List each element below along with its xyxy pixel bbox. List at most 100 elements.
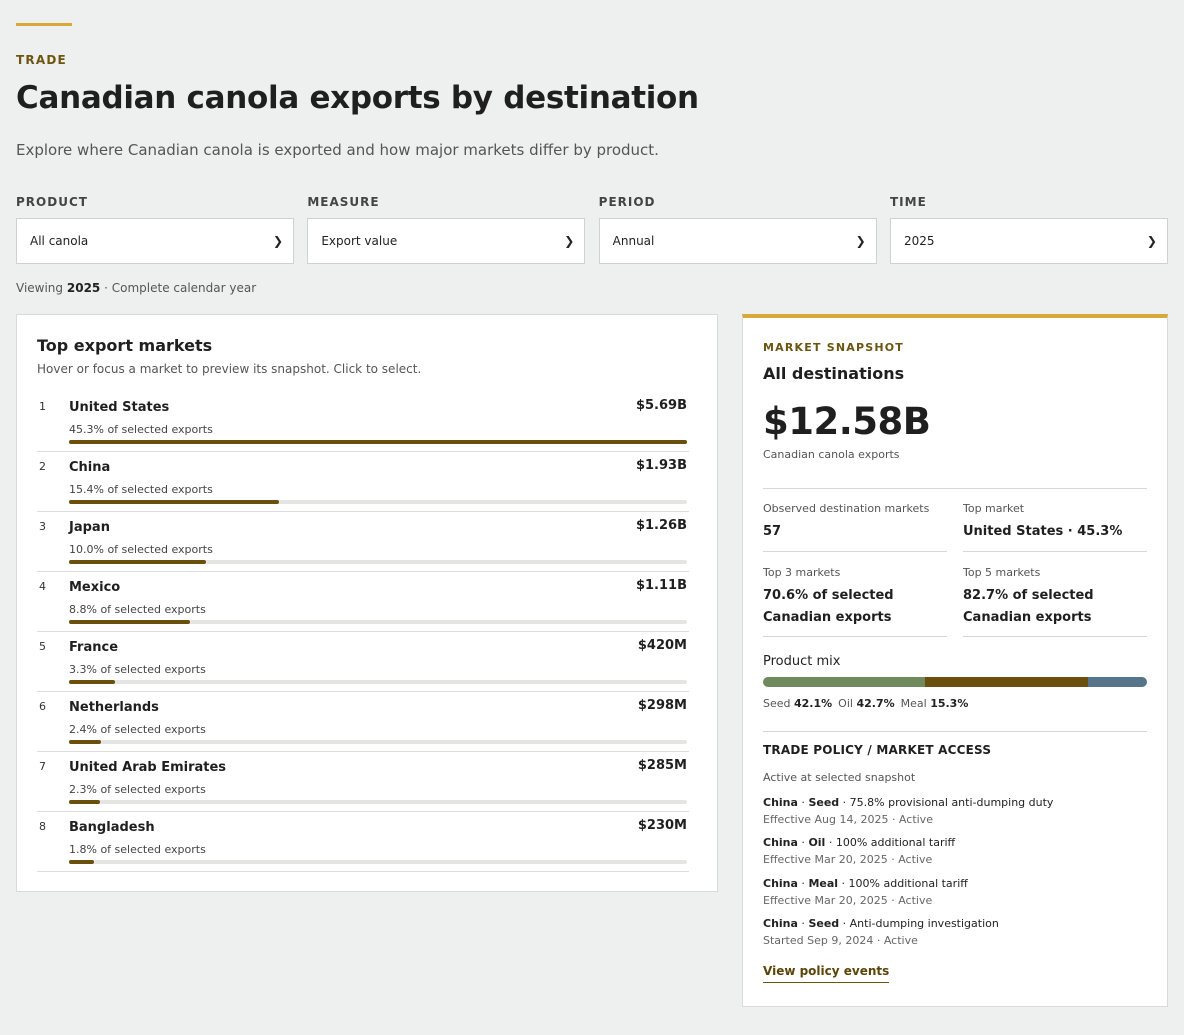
policy-heading: China · Oil · 100% additional tariff [763,836,956,849]
policy-measure: 100% additional tariff [835,836,956,849]
share-bar-track [69,740,687,744]
share-bar-track [69,860,687,864]
policy-country: China [763,877,798,890]
policy-measure: Anti-dumping investigation [849,917,999,930]
filter-product: PRODUCT All canola ❯ [16,195,294,264]
policy-product: Oil [808,836,826,849]
filter-measure: MEASURE Export value ❯ [307,195,586,264]
market-share: 2.4% of selected exports [69,723,206,736]
mix-segment-seed [763,677,925,687]
market-name: China [69,460,111,475]
mix-legend-value: 15.3% [930,697,969,710]
chevron-down-icon: ❯ [1146,234,1157,248]
filter-label: PERIOD [598,195,656,209]
filter-label: TIME [889,195,927,209]
market-row[interactable]: 8 Bangladesh $230M 1.8% of selected exports [37,812,689,872]
page-title: Canadian canola exports by destination [16,80,699,116]
snapshot-eyebrow: MARKET SNAPSHOT [763,341,904,354]
market-value: $1.26B [635,518,687,533]
chevron-down-icon: ❯ [564,234,575,248]
policy-date: Effective Mar 20, 2025 · Active [763,853,933,866]
viewing-summary: Viewing 2025 · Complete calendar year [16,281,256,295]
mix-legend-value: 42.1% [794,697,833,710]
market-value: $5.69B [635,398,687,413]
share-bar-fill [69,440,687,444]
select-value: Annual [612,234,655,248]
policy-title: TRADE POLICY / MARKET ACCESS [763,743,992,757]
product-select[interactable]: All canola ❯ [16,218,294,264]
market-row[interactable]: 4 Mexico $1.11B 8.8% of selected exports [37,572,689,632]
market-name: Bangladesh [69,820,155,835]
mix-segment-oil [924,677,1089,687]
policy-subtitle: Active at selected snapshot [763,771,916,784]
policy-country: China [763,917,798,930]
stat-label: Top market [963,502,1025,515]
stat-value: 82.7% of selected Canadian exports [963,588,1094,625]
chevron-down-icon: ❯ [855,234,866,248]
market-row[interactable]: 5 France $420M 3.3% of selected exports [37,632,689,692]
stat-label: Top 3 markets [763,566,841,579]
market-name: Mexico [69,580,121,595]
policy-date: Effective Aug 14, 2025 · Active [763,813,933,826]
stat-value: United States · 45.3% [963,524,1123,539]
stat-top-3: Top 3 markets 70.6% of selected Canadian… [763,566,947,629]
view-policy-events-link[interactable]: View policy events [763,964,890,983]
policy-heading: China · Seed · Anti-dumping investigatio… [763,917,999,930]
panel-hint: Hover or focus a market to preview its s… [37,362,422,376]
policy-item: China · Seed · Anti-dumping investigatio… [763,917,1153,947]
snapshot-title: All destinations [763,364,905,383]
market-name: Japan [69,520,110,535]
share-bar-track [69,560,687,564]
share-bar-fill [69,500,280,504]
accent-rule [16,23,72,26]
market-rank: 6 [39,700,46,713]
market-row[interactable]: 6 Netherlands $298M 2.4% of selected export… [37,692,689,752]
product-mix-legend: Seed 42.1% Oil 42.7% Meal 15.3% [763,697,968,710]
market-row[interactable]: 3 Japan $1.26B 10.0% of selected exports [37,512,689,572]
page-subtitle: Explore where Canadian canola is exporte… [16,141,659,159]
period-select[interactable]: Annual ❯ [598,218,877,264]
measure-select[interactable]: Export value ❯ [307,218,586,264]
market-rank: 8 [39,820,46,833]
divider [763,551,947,552]
divider [963,551,1147,552]
market-row[interactable]: 7 United Arab Emirates $285M 2.3% of select… [37,752,689,812]
policy-item: China · Oil · 100% additional tariff Effe… [763,836,1153,866]
viewing-suffix: · Complete calendar year [104,281,257,295]
mix-legend-label: Seed [763,697,791,710]
market-rank: 5 [39,640,46,653]
market-row[interactable]: 2 China $1.93B 15.4% of selected exports [37,452,689,512]
policy-product: Seed [808,917,840,930]
stat-value: 57 [763,524,782,539]
share-bar-fill [69,560,207,564]
market-name: United States [69,400,170,415]
select-value: 2025 [903,234,935,248]
market-share: 45.3% of selected exports [69,423,213,436]
mix-legend-label: Oil [838,697,853,710]
market-value: $1.11B [635,578,687,593]
divider [963,636,1147,637]
mix-legend-value: 42.7% [856,697,895,710]
share-bar-track [69,800,687,804]
policy-item: China · Meal · 100% additional tariff Eff… [763,877,1153,907]
policy-heading: China · Meal · 100% additional tariff [763,877,968,890]
share-bar-track [69,680,687,684]
filter-time: TIME 2025 ❯ [889,195,1168,264]
panel-title: Top export markets [37,336,213,355]
viewing-year: 2025 [66,281,101,295]
time-select[interactable]: 2025 ❯ [889,218,1168,264]
divider [763,636,947,637]
share-bar-fill [69,620,190,624]
share-bar-track [69,500,687,504]
share-bar-fill [69,680,115,684]
filter-bar: PRODUCT All canola ❯ MEASURE Export valu… [16,195,1168,264]
market-row[interactable]: 1 United States $5.69B 45.3% of selected ex… [37,392,689,452]
market-share: 2.3% of selected exports [69,783,206,796]
policy-product: Seed [808,796,840,809]
product-mix-title: Product mix [763,654,841,669]
market-name: France [69,640,119,655]
share-bar-fill [69,800,100,804]
market-share: 10.0% of selected exports [69,543,213,556]
market-name: United Arab Emirates [69,760,227,775]
viewing-prefix: Viewing [16,281,64,295]
